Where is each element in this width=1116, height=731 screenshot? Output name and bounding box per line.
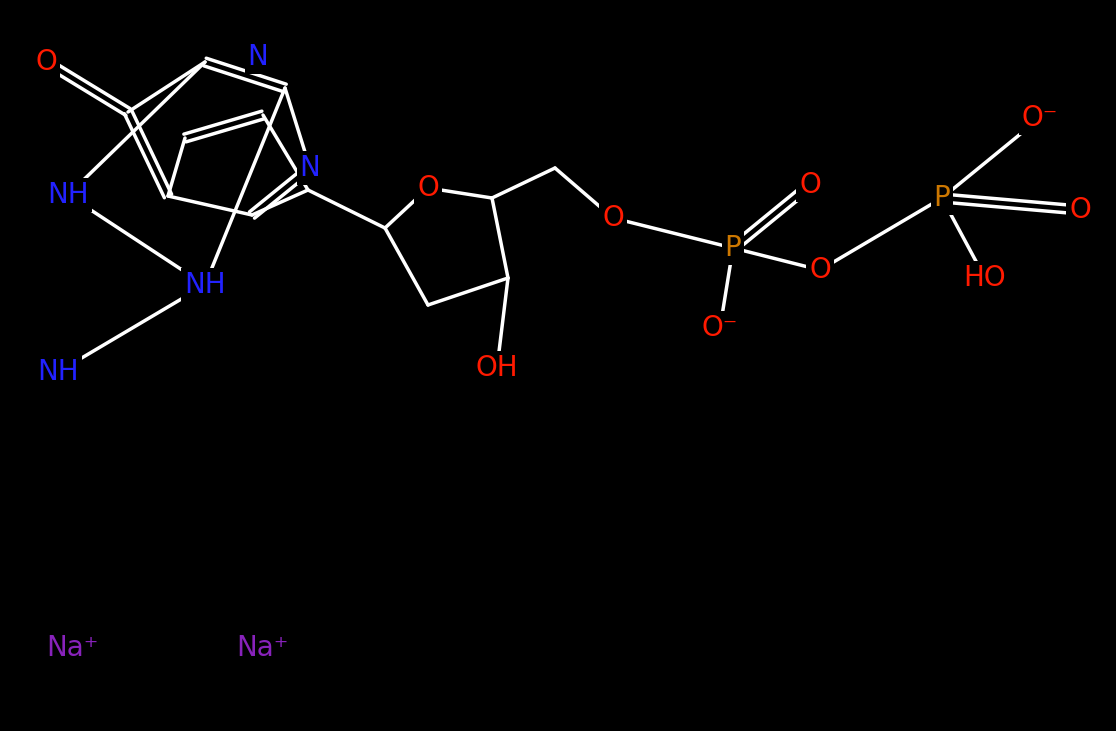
Text: O: O: [35, 48, 57, 76]
Text: O⁻: O⁻: [702, 314, 738, 342]
Text: P: P: [934, 184, 951, 212]
Text: N: N: [248, 43, 268, 71]
Text: NH: NH: [37, 358, 79, 386]
Text: HO: HO: [964, 264, 1007, 292]
Text: N: N: [299, 154, 320, 182]
Text: O: O: [809, 256, 831, 284]
Text: O: O: [603, 204, 624, 232]
Text: NH: NH: [184, 271, 225, 299]
Text: O: O: [417, 174, 439, 202]
Text: O: O: [1069, 196, 1090, 224]
Text: NH: NH: [47, 181, 89, 209]
Text: Na⁺: Na⁺: [235, 634, 288, 662]
Text: OH: OH: [475, 354, 518, 382]
Text: O: O: [799, 171, 821, 199]
Text: Na⁺: Na⁺: [46, 634, 98, 662]
Text: P: P: [724, 234, 741, 262]
Text: O⁻: O⁻: [1022, 104, 1058, 132]
